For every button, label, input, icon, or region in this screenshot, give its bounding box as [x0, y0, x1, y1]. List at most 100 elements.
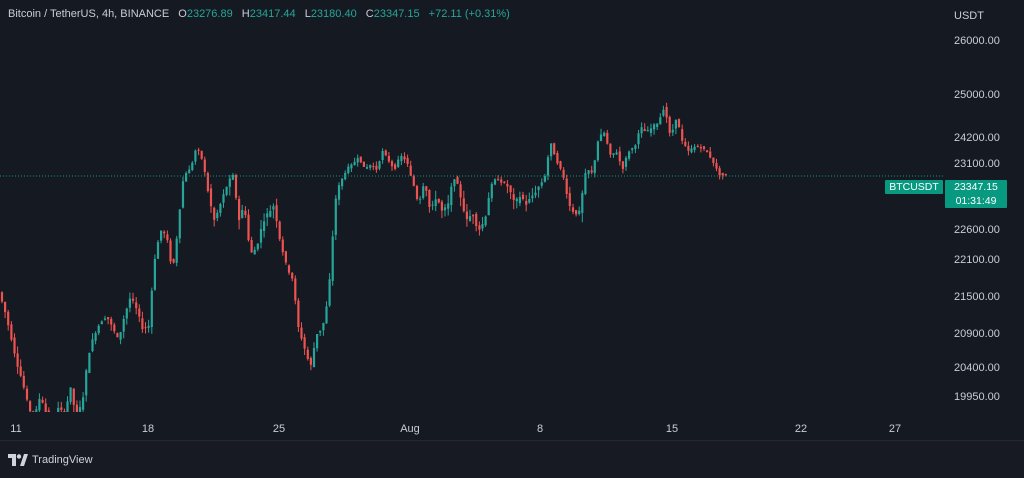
x-tick-label: 22: [794, 423, 808, 435]
candle-body: [712, 157, 715, 163]
candle-body: [188, 169, 191, 174]
candle-body: [113, 324, 116, 332]
candle-body: [316, 334, 319, 349]
candle-body: [428, 190, 431, 207]
candle-body: [294, 278, 297, 301]
candle-body: [219, 204, 222, 213]
candle-body: [575, 210, 578, 215]
candle-body: [656, 123, 659, 127]
candle-body: [606, 132, 609, 144]
bar-countdown: 01:31:49: [955, 195, 997, 207]
candle-body: [684, 141, 687, 146]
candle-body: [19, 366, 22, 376]
candle-body: [328, 279, 331, 306]
candle-body: [306, 349, 309, 359]
candle-body: [481, 224, 484, 229]
candle-body: [646, 130, 649, 132]
candle-body: [462, 198, 465, 212]
candle-body: [497, 179, 500, 181]
candle-body: [384, 150, 387, 156]
open-value: 23276.89: [186, 8, 233, 20]
tradingview-logo[interactable]: TradingView: [8, 454, 93, 466]
candle-body: [47, 410, 50, 412]
chart-header: Bitcoin / TetherUS, 4h, BINANCE O23276.8…: [8, 8, 510, 20]
candle-body: [278, 221, 281, 240]
candle-body: [425, 186, 428, 191]
footer-bar: TradingView: [0, 440, 1024, 478]
candle-body: [677, 119, 681, 128]
tradingview-logo-icon: [8, 454, 28, 466]
candle-body: [362, 161, 365, 167]
y-tick-label: 20400.00: [954, 362, 1000, 374]
candle-body: [116, 333, 119, 338]
candle-body: [515, 198, 518, 202]
candle-body: [284, 251, 287, 263]
candle-body: [693, 146, 696, 150]
candle-body: [581, 192, 584, 213]
candle-body: [699, 147, 702, 149]
candle-body: [341, 178, 344, 187]
candle-body: [668, 117, 671, 133]
low-value: 23180.40: [310, 8, 357, 20]
candle-body: [156, 242, 160, 259]
candle-body: [537, 186, 540, 191]
candle-body: [119, 332, 122, 340]
candle-body: [528, 199, 531, 203]
candle-body: [571, 207, 575, 212]
candle-body: [390, 161, 394, 167]
candle-body: [649, 128, 653, 133]
candle-body: [596, 141, 599, 161]
candle-body: [721, 172, 724, 176]
candle-body: [628, 151, 631, 159]
candle-body: [54, 420, 56, 427]
candle-body: [353, 161, 356, 166]
open-label: O: [178, 8, 187, 20]
symbol-price-tag: BTCUSDT: [885, 180, 943, 194]
candle-body: [228, 178, 231, 187]
last-price-tag: 23347.15 01:31:49: [945, 180, 1007, 208]
candle-body: [465, 211, 468, 220]
candle-body: [525, 201, 528, 205]
candle-body: [63, 411, 66, 412]
candle-body: [618, 151, 621, 162]
currency-label: USDT: [954, 10, 984, 22]
candle-body: [394, 164, 397, 169]
symbol-title[interactable]: Bitcoin / TetherUS, 4h, BINANCE: [8, 8, 170, 20]
candle-body: [662, 109, 665, 116]
candle-body: [609, 143, 612, 155]
y-tick-label: 21500.00: [954, 291, 1000, 303]
candle-body: [631, 148, 634, 150]
candle-body: [702, 146, 706, 149]
last-price-value: 23347.15: [954, 181, 998, 193]
candle-body: [478, 225, 481, 230]
candle-body: [634, 145, 637, 149]
candle-body: [447, 203, 450, 209]
candle-body: [141, 318, 144, 330]
candle-body: [191, 162, 194, 170]
candle-body: [25, 388, 29, 400]
candle-body: [216, 212, 219, 219]
y-tick-label: 19950.00: [954, 391, 1000, 403]
candle-body: [709, 151, 712, 158]
candle-body: [406, 158, 409, 164]
high-label: H: [241, 8, 250, 20]
candle-body: [75, 404, 78, 412]
candle-body: [72, 388, 75, 405]
candle-body: [387, 155, 390, 162]
high-value: 23417.44: [249, 8, 296, 20]
candle-body: [309, 357, 312, 365]
low-label: L: [304, 8, 311, 20]
candle-body: [409, 165, 412, 176]
candle-body: [100, 321, 103, 325]
candlestick-plot[interactable]: [0, 0, 1024, 440]
candle-body: [291, 272, 294, 279]
candle-body: [437, 198, 440, 203]
candle-body: [44, 403, 47, 412]
candle-body: [690, 148, 693, 153]
candle-body: [490, 183, 493, 199]
candle-body: [125, 308, 128, 319]
candle-body: [32, 411, 35, 412]
candle-body: [415, 186, 419, 199]
change-value: +72.11 (+0.31%): [428, 8, 510, 20]
